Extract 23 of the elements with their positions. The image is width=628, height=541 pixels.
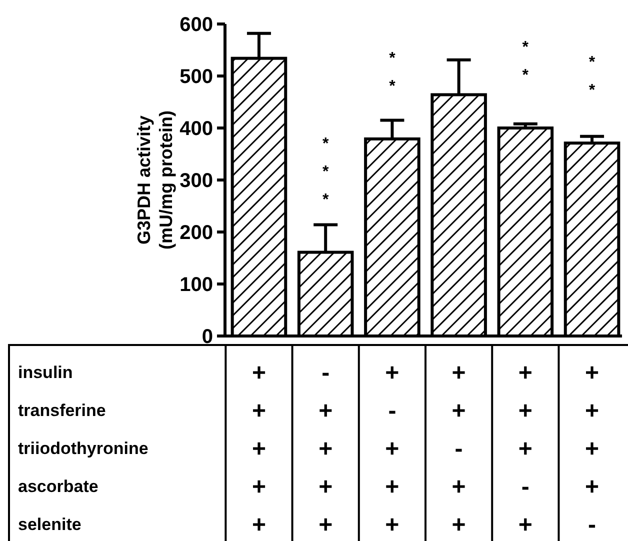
annotation: * * <box>522 39 530 84</box>
y-tick-label: 500 <box>180 66 213 88</box>
y-tick-label: 300 <box>180 170 213 192</box>
annotation: * * * <box>322 135 330 208</box>
y-tick-label: 400 <box>180 118 213 140</box>
text: ascorbate <box>18 476 98 496</box>
text: triiodothyronine <box>18 438 148 458</box>
y-axis-title: G3PDH activity (mU/mg protein) <box>134 110 176 250</box>
x-tick-label: + + + + + <box>252 359 266 538</box>
text: insulin <box>18 362 73 382</box>
x-tick-label: + + + - + <box>518 359 532 538</box>
y-tick-label: 600 <box>180 14 213 36</box>
x-tick-label: + + + + - <box>585 359 600 538</box>
x-tick-label: + + - + + <box>452 359 466 538</box>
annotation: * * <box>389 50 396 95</box>
x-tick-label: - + + + + <box>318 359 333 538</box>
y-tick-label: 100 <box>180 274 213 296</box>
annotation: * * <box>588 54 596 100</box>
text: selenite <box>18 514 82 534</box>
y-tick-label: 0 <box>202 326 213 348</box>
y-tick-label: 200 <box>180 222 213 244</box>
text: transferine <box>18 400 106 420</box>
x-tick-label: + - + + + <box>385 359 400 538</box>
